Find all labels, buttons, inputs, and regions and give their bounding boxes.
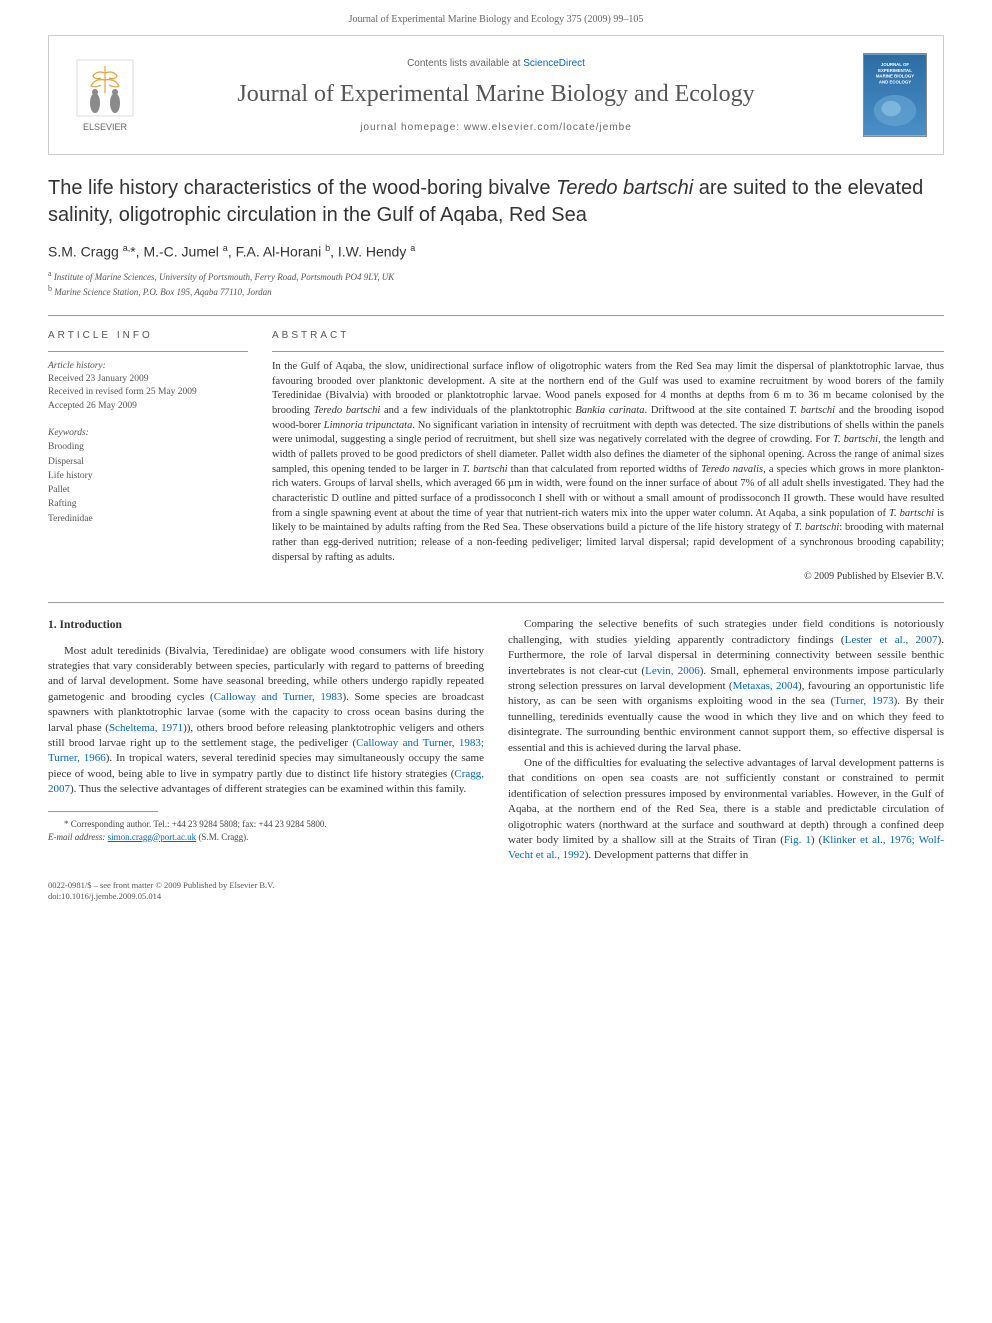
history-label: Article history:: [48, 360, 248, 373]
intro-para-3: One of the difficulties for evaluating t…: [508, 756, 944, 864]
intro-para-1: Most adult teredinids (Bivalvia, Teredin…: [48, 644, 484, 798]
journal-homepage: journal homepage: www.elsevier.com/locat…: [145, 122, 847, 133]
info-divider: [48, 351, 248, 352]
abstract-divider: [272, 351, 944, 352]
authors-line: S.M. Cragg a,*, M.-C. Jumel a, F.A. Al-H…: [48, 243, 944, 260]
keyword: Teredinidae: [48, 512, 248, 526]
section-divider: [48, 315, 944, 316]
keyword: Life history: [48, 469, 248, 483]
keyword: Rafting: [48, 497, 248, 511]
abstract-text: In the Gulf of Aqaba, the slow, unidirec…: [272, 360, 944, 566]
keyword: Pallet: [48, 483, 248, 497]
corresponding-author-footnote: * Corresponding author. Tel.: +44 23 928…: [48, 818, 484, 842]
svg-text:JOURNAL OF: JOURNAL OF: [881, 62, 910, 67]
title-text-pre: The life history characteristics of the …: [48, 177, 556, 199]
contents-line: Contents lists available at ScienceDirec…: [145, 58, 847, 69]
abstract-column: ABSTRACT In the Gulf of Aqaba, the slow,…: [272, 330, 944, 583]
keywords-label: Keywords:: [48, 427, 248, 440]
publisher-block: ELSEVIER: [65, 58, 145, 132]
corresponding-email-link[interactable]: simon.cragg@port.ac.uk: [108, 832, 197, 842]
section-divider-2: [48, 602, 944, 603]
footer-doi: doi:10.1016/j.jembe.2009.05.014: [48, 891, 944, 902]
article-info-header: ARTICLE INFO: [48, 330, 248, 341]
contents-prefix: Contents lists available at: [407, 58, 523, 69]
article-title: The life history characteristics of the …: [48, 175, 944, 229]
journal-cover-thumbnail: JOURNAL OF EXPERIMENTAL MARINE BIOLOGY A…: [863, 53, 927, 137]
abstract-copyright: © 2009 Published by Elsevier B.V.: [272, 571, 944, 582]
body-two-column: 1. Introduction Most adult teredinids (B…: [48, 617, 944, 863]
history-line: Accepted 26 May 2009: [48, 400, 248, 413]
title-species: Teredo bartschi: [556, 177, 693, 199]
abstract-header: ABSTRACT: [272, 330, 944, 341]
page-footer: 0022-0981/$ – see front matter © 2009 Pu…: [48, 880, 944, 902]
intro-heading: 1. Introduction: [48, 617, 484, 633]
body-column-right: Comparing the selective benefits of such…: [508, 617, 944, 863]
svg-text:AND ECOLOGY: AND ECOLOGY: [879, 79, 911, 84]
history-line: Received 23 January 2009: [48, 373, 248, 386]
publisher-name: ELSEVIER: [83, 122, 127, 132]
svg-text:MARINE BIOLOGY: MARINE BIOLOGY: [876, 74, 914, 79]
article-info-sidebar: ARTICLE INFO Article history: Received 2…: [48, 330, 248, 583]
intro-para-2: Comparing the selective benefits of such…: [508, 617, 944, 756]
running-head: Journal of Experimental Marine Biology a…: [0, 0, 992, 35]
body-column-left: 1. Introduction Most adult teredinids (B…: [48, 617, 484, 863]
affiliations: a Institute of Marine Sciences, Universi…: [48, 268, 944, 299]
journal-banner: ELSEVIER Contents lists available at Sci…: [48, 35, 944, 155]
article-history: Article history: Received 23 January 200…: [48, 360, 248, 413]
footnote-divider: [48, 811, 158, 812]
footer-copyright: 0022-0981/$ – see front matter © 2009 Pu…: [48, 880, 944, 891]
elsevier-logo: [75, 58, 135, 118]
sciencedirect-link[interactable]: ScienceDirect: [523, 58, 585, 69]
history-line: Received in revised form 25 May 2009: [48, 386, 248, 399]
keyword: Dispersal: [48, 455, 248, 469]
svg-text:EXPERIMENTAL: EXPERIMENTAL: [878, 68, 912, 73]
journal-name: Journal of Experimental Marine Biology a…: [145, 81, 847, 108]
keyword: Brooding: [48, 440, 248, 454]
keywords-block: Keywords: BroodingDispersalLife historyP…: [48, 427, 248, 526]
